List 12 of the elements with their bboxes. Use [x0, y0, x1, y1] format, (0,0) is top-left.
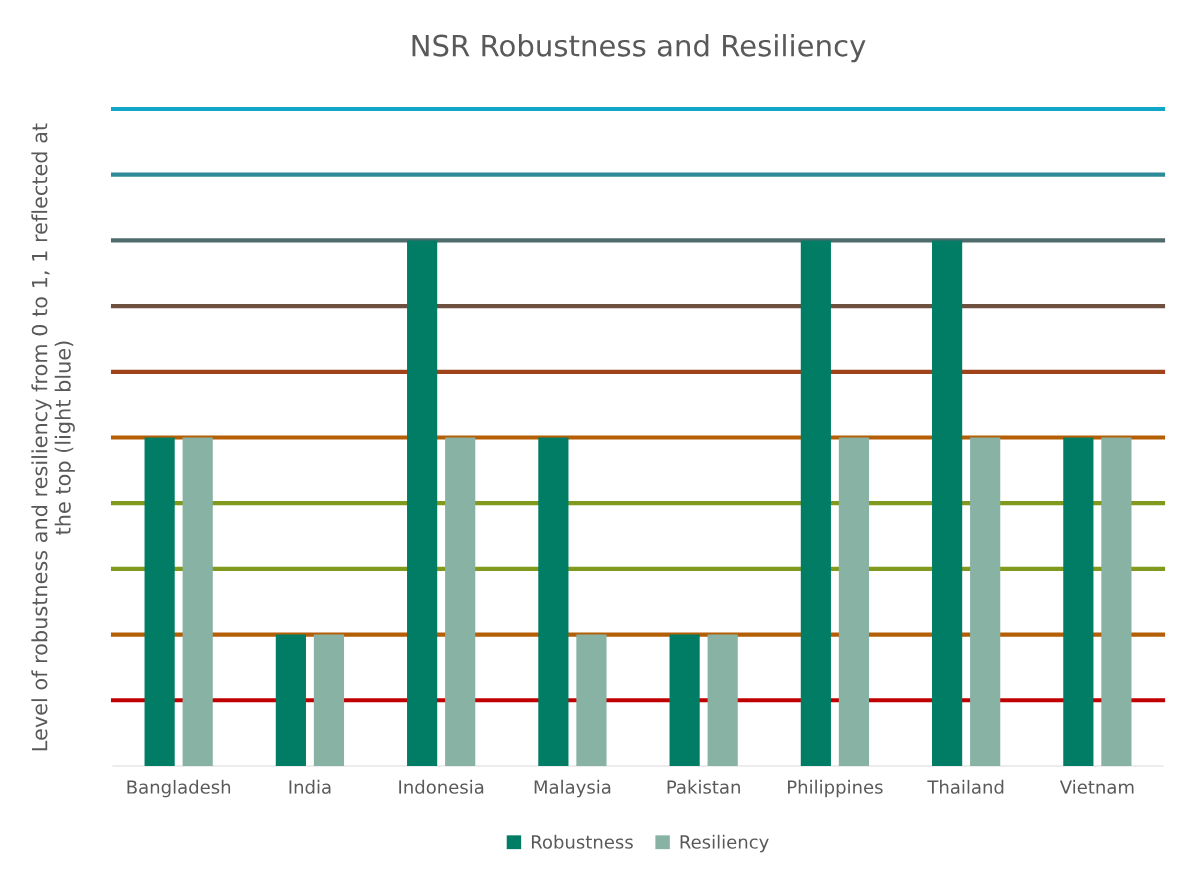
x-tick-label: Indonesia — [399, 779, 484, 794]
x-tick-label: Malaysia — [534, 779, 611, 798]
legend-label: Robustness — [531, 834, 633, 849]
x-tick-label: Pakistan — [667, 779, 740, 794]
x-tick-label: Bangladesh — [127, 779, 231, 798]
x-tick-label: Vietnam — [1059, 779, 1134, 794]
x-tick-label: India — [289, 779, 331, 794]
y-axis-title: Level of robustness and resiliency from 0 to 1, 1 reflected at the top (light blue) — [31, 123, 75, 751]
legend-label: Resiliency — [680, 834, 769, 853]
x-tick-label: Philippines — [788, 779, 883, 798]
chart-title: NSR Robustness and Resiliency — [412, 34, 866, 63]
x-tick-label: Thailand — [927, 779, 1004, 794]
